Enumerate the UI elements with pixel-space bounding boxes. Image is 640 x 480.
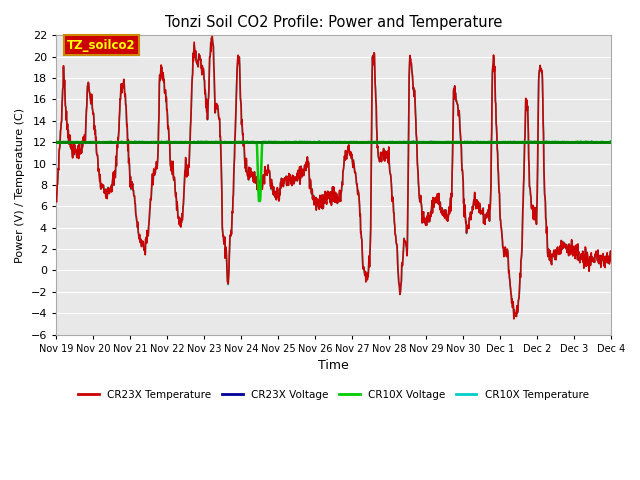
Title: Tonzi Soil CO2 Profile: Power and Temperature: Tonzi Soil CO2 Profile: Power and Temper…	[164, 15, 502, 30]
Legend: CR23X Temperature, CR23X Voltage, CR10X Voltage, CR10X Temperature: CR23X Temperature, CR23X Voltage, CR10X …	[74, 386, 593, 404]
Text: TZ_soilco2: TZ_soilco2	[67, 39, 136, 52]
X-axis label: Time: Time	[318, 359, 349, 372]
Y-axis label: Power (V) / Temperature (C): Power (V) / Temperature (C)	[15, 108, 25, 263]
